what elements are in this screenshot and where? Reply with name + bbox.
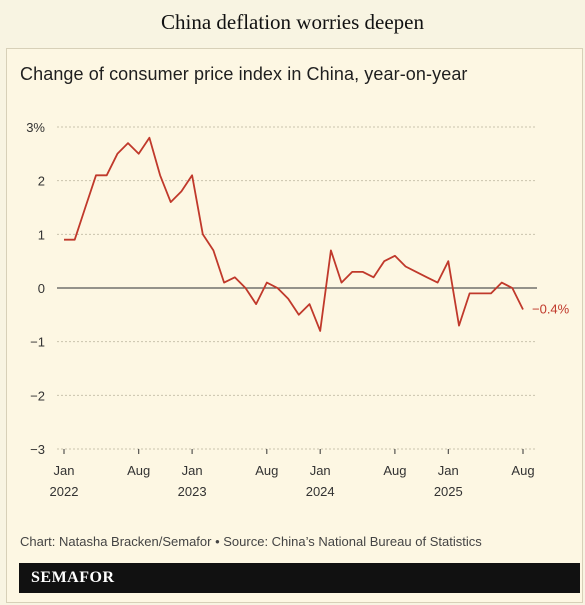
- x-tick-year: 2022: [50, 484, 79, 499]
- y-tick-label: 0: [38, 281, 45, 296]
- semafor-logo: SEMAFOR: [31, 569, 115, 586]
- y-tick-label: 1: [38, 227, 45, 242]
- x-tick-label: Aug: [511, 463, 534, 478]
- line-chart: 3% 2 1 0 −1 −2 −3 Jan 2022 Aug Jan 2023 Aug Jan 2024 Au…: [26, 120, 570, 499]
- x-tick-year: 2023: [178, 484, 207, 499]
- x-tick-label: Jan: [310, 463, 331, 478]
- x-tick-year: 2024: [306, 484, 335, 499]
- last-value-label: −0.4%: [532, 301, 570, 316]
- x-tick-label: Aug: [383, 463, 406, 478]
- x-tick-label: Jan: [182, 463, 203, 478]
- y-tick-label: −3: [30, 442, 45, 457]
- y-tick-label: −1: [30, 335, 45, 350]
- chart-credit: Chart: Natasha Bracken/Semafor • Source:…: [20, 534, 482, 549]
- y-tick-label: 2: [38, 174, 45, 189]
- brand-bar: SEMAFOR: [19, 563, 580, 593]
- x-tick-label: Aug: [127, 463, 150, 478]
- chart-card: Change of consumer price index in China,…: [6, 48, 583, 603]
- x-tick-year: 2025: [434, 484, 463, 499]
- y-tick-label: 3%: [26, 120, 45, 135]
- x-tick-label: Aug: [255, 463, 278, 478]
- y-tick-label: −2: [30, 388, 45, 403]
- chart-title: Change of consumer price index in China,…: [20, 64, 468, 84]
- x-tick-label: Jan: [54, 463, 75, 478]
- cpi-series-line: [64, 136, 524, 332]
- x-tick-label: Jan: [438, 463, 459, 478]
- headline: China deflation worries deepen: [161, 10, 424, 34]
